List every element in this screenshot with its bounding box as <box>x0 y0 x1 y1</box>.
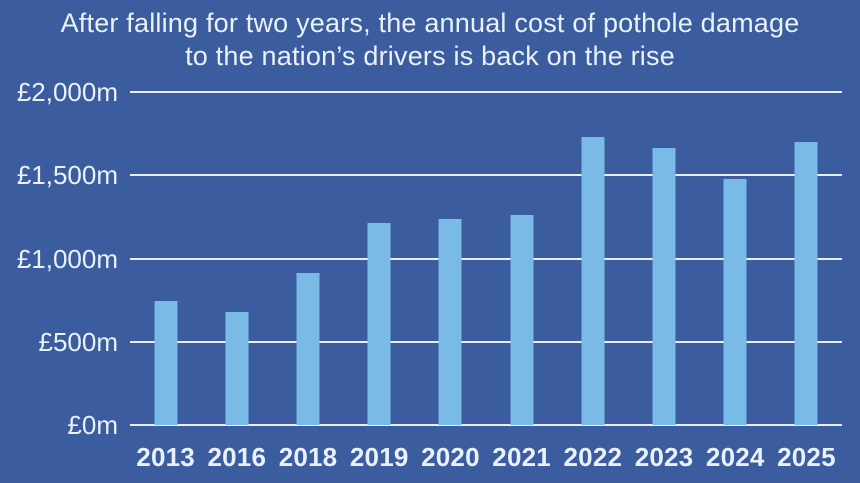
bar-2013 <box>154 300 178 425</box>
bar-slot-2022: 2022 <box>557 92 628 472</box>
bar-slot-2025: 2025 <box>771 92 842 472</box>
bar-slot-2024: 2024 <box>700 92 771 472</box>
y-axis-tick-label: £0m <box>67 410 118 440</box>
y-axis-tick-label: £2,000m <box>16 77 118 107</box>
gridline-0 <box>130 424 842 426</box>
bar-slot-2021: 2021 <box>486 92 557 472</box>
x-axis-label-2021: 2021 <box>492 442 551 472</box>
bar-slot-2019: 2019 <box>344 92 415 472</box>
chart-title: After falling for two years, the annual … <box>0 7 860 73</box>
bar-2016 <box>225 311 249 425</box>
gridline-2000 <box>130 91 842 93</box>
bar-2019 <box>367 222 391 425</box>
gridline-1000 <box>130 257 842 260</box>
bar-slot-2023: 2023 <box>628 92 699 472</box>
bar-2024 <box>723 179 747 425</box>
y-axis-tick-label: £1,500m <box>16 160 118 191</box>
x-axis-label-2025: 2025 <box>777 442 836 472</box>
y-axis-tick-label: £1,000m <box>16 243 118 274</box>
bar-slot-2018: 2018 <box>272 92 343 472</box>
bar-2023 <box>652 147 676 425</box>
gridline-500 <box>130 340 842 343</box>
x-axis-label-2016: 2016 <box>207 442 267 472</box>
y-axis-tick-label: £500m <box>38 326 119 357</box>
bars-row: 2013 2016 2018 2019 2020 2021 2022 2023 2024 2025 <box>130 92 842 472</box>
bar-slot-2016: 2016 <box>201 92 272 472</box>
x-axis-label-2013: 2013 <box>136 442 195 472</box>
x-axis-label-2018: 2018 <box>278 442 338 472</box>
x-axis-label-2024: 2024 <box>705 442 765 472</box>
bar-2018 <box>296 272 320 425</box>
gridline-1500 <box>130 174 842 177</box>
x-axis-label-2020: 2020 <box>421 442 480 472</box>
chart-title-line-1: After falling for two years, the annual … <box>60 8 800 38</box>
bar-2025 <box>794 141 818 425</box>
x-axis-label-2022: 2022 <box>563 442 623 472</box>
bar-slot-2013: 2013 <box>130 92 201 472</box>
bar-2020 <box>438 218 462 425</box>
plot-area: £0m £500m £1,000m £1,500m £2,000m 2013 2016 20… <box>17 77 842 472</box>
x-axis-label-2023: 2023 <box>634 442 694 472</box>
bar-2021 <box>510 215 534 425</box>
bar-2022 <box>581 136 605 425</box>
bar-slot-2020: 2020 <box>415 92 486 472</box>
chart-title-line-2: to the nation’s drivers is back on the r… <box>185 41 675 71</box>
x-axis-label-2019: 2019 <box>349 442 409 472</box>
